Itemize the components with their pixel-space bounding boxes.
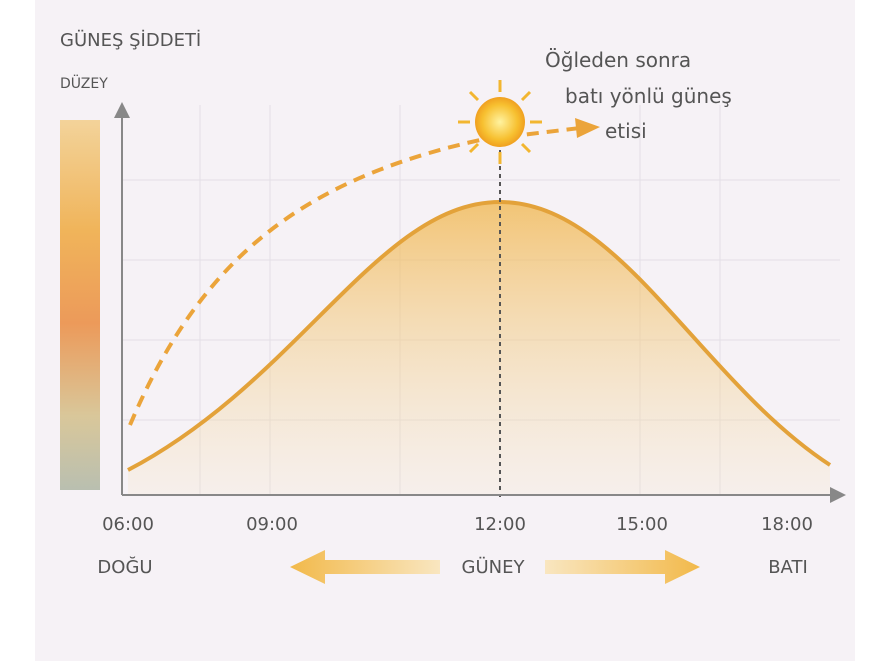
y-label: DÜZEY	[60, 74, 108, 92]
x-label: 06:00	[102, 514, 154, 535]
annotation: Öğleden sonra	[545, 48, 691, 72]
annotation: etisi	[605, 119, 647, 143]
annotation: batı yönlü güneş	[565, 84, 732, 108]
direction: GÜNEY	[462, 556, 526, 578]
diagram: GÜNEŞ ŞİDDETİ DÜZEY Öğleden sonra batı y…	[0, 0, 880, 661]
x-label: 18:00	[761, 514, 813, 535]
x-label: 09:00	[246, 514, 298, 535]
direction: BATI	[768, 557, 808, 578]
direction: DOĞU	[97, 556, 152, 578]
x-label: 12:00	[474, 514, 526, 535]
x-label: 15:00	[616, 514, 668, 535]
level-bar	[60, 120, 100, 490]
title: GÜNEŞ ŞİDDETİ	[60, 29, 201, 51]
sun	[475, 97, 525, 147]
